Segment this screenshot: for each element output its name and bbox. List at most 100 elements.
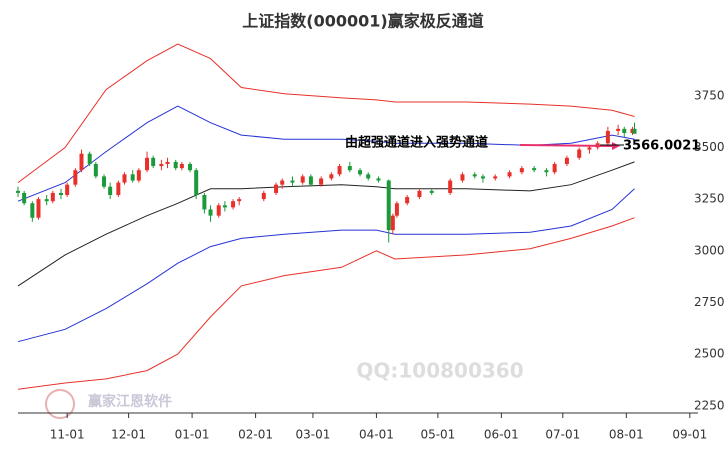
candle-body bbox=[280, 180, 285, 185]
candle-body bbox=[564, 157, 569, 164]
candle-body bbox=[237, 199, 242, 202]
y-tick-label: 3500 bbox=[694, 140, 725, 154]
candle-body bbox=[136, 170, 141, 181]
candle-body bbox=[274, 184, 279, 193]
candle-body bbox=[108, 186, 113, 195]
candle-body bbox=[605, 130, 610, 144]
candle-body bbox=[347, 166, 352, 171]
candle-body bbox=[394, 203, 399, 216]
candle-body bbox=[44, 199, 49, 202]
candle-body bbox=[587, 147, 592, 150]
y-tick-label: 2500 bbox=[694, 347, 725, 361]
annotation: 由超强通道进入强势通道 bbox=[345, 135, 488, 151]
x-tick-label: 03-01 bbox=[296, 428, 331, 442]
x-tick-label: 11-01 bbox=[50, 428, 85, 442]
candle-body bbox=[358, 170, 363, 175]
candle-body bbox=[405, 197, 410, 204]
x-tick-label: 09-01 bbox=[672, 428, 707, 442]
candle-body bbox=[390, 215, 395, 231]
candle-body bbox=[179, 163, 184, 169]
x-tick-label: 08-01 bbox=[609, 428, 644, 442]
candle-body bbox=[165, 161, 170, 164]
candle-body bbox=[337, 166, 342, 175]
plot bbox=[16, 43, 637, 390]
candle-body bbox=[79, 153, 84, 171]
x-tick-label: 04-01 bbox=[359, 428, 394, 442]
candle-body bbox=[290, 180, 295, 183]
candle-body bbox=[493, 176, 498, 179]
x-tick-label: 07-01 bbox=[545, 428, 580, 442]
candle-body bbox=[73, 170, 78, 185]
candle-body bbox=[222, 205, 227, 208]
candle-body bbox=[460, 174, 465, 181]
candle-body bbox=[216, 205, 221, 216]
candle-body bbox=[208, 209, 213, 216]
candle-body bbox=[151, 157, 156, 167]
x-tick-label: 05-01 bbox=[420, 428, 455, 442]
candle-body bbox=[532, 168, 537, 171]
x-tick-label: 02-01 bbox=[238, 428, 273, 442]
candle-body bbox=[544, 170, 549, 173]
candle-body bbox=[552, 163, 557, 173]
annotation-arrow bbox=[519, 144, 613, 147]
last-close-label: 3566.0021 bbox=[623, 139, 700, 154]
y-tick-label: 2750 bbox=[694, 295, 725, 309]
candle-body bbox=[519, 168, 524, 173]
candle-body bbox=[632, 128, 637, 134]
candle-body bbox=[65, 184, 70, 195]
band-line bbox=[17, 161, 635, 287]
band-line bbox=[17, 43, 635, 184]
candle-body bbox=[417, 190, 422, 198]
candle-body bbox=[622, 128, 627, 133]
candle-body bbox=[145, 157, 150, 171]
candle-body bbox=[386, 180, 391, 231]
y-tick-label: 3250 bbox=[694, 192, 725, 206]
candle-body bbox=[300, 176, 305, 183]
watermark: 赢家江恩软件 bbox=[88, 393, 172, 410]
candle-body bbox=[329, 174, 334, 179]
candle-body bbox=[50, 192, 55, 202]
candle-body bbox=[159, 163, 164, 167]
arrow-head bbox=[612, 142, 620, 150]
candle-body bbox=[30, 203, 35, 218]
candle-body bbox=[448, 180, 453, 193]
band-line bbox=[17, 188, 635, 343]
candle-body bbox=[102, 176, 107, 187]
candle-body bbox=[429, 190, 434, 193]
candle-body bbox=[616, 128, 621, 131]
logo bbox=[45, 389, 75, 419]
candle-body bbox=[577, 149, 582, 158]
candle-body bbox=[16, 190, 20, 193]
x-tick-label: 12-01 bbox=[111, 428, 146, 442]
watermark: QQ:100800360 bbox=[356, 359, 523, 383]
x-tick-label: 01-01 bbox=[175, 428, 210, 442]
candle-body bbox=[261, 192, 266, 200]
candle-body bbox=[231, 201, 236, 208]
candle-body bbox=[507, 172, 512, 177]
candle-body bbox=[116, 182, 121, 195]
candle-body bbox=[188, 163, 193, 171]
candle-body bbox=[93, 163, 98, 177]
chart-title: 上证指数(000001)赢家极反通道 bbox=[242, 12, 483, 31]
candle-body bbox=[122, 174, 127, 183]
band-line bbox=[17, 217, 635, 390]
candle-body bbox=[87, 153, 92, 164]
candle-body bbox=[194, 170, 199, 195]
x-tick-label: 06-01 bbox=[484, 428, 519, 442]
candle-body bbox=[59, 192, 64, 195]
candle-body bbox=[36, 199, 41, 218]
candle-body bbox=[366, 174, 371, 179]
candle-body bbox=[376, 178, 381, 181]
candle-body bbox=[173, 161, 178, 169]
y-tick-label: 2250 bbox=[694, 398, 725, 412]
candle-body bbox=[319, 178, 324, 185]
y-tick-label: 3750 bbox=[694, 88, 725, 102]
candle-body bbox=[472, 174, 477, 177]
candle-body bbox=[308, 176, 313, 185]
candle-body bbox=[630, 128, 635, 133]
candle-body bbox=[22, 192, 27, 204]
candle-body bbox=[202, 194, 207, 210]
y-tick-label: 3000 bbox=[694, 243, 725, 257]
candle-body bbox=[480, 176, 485, 179]
